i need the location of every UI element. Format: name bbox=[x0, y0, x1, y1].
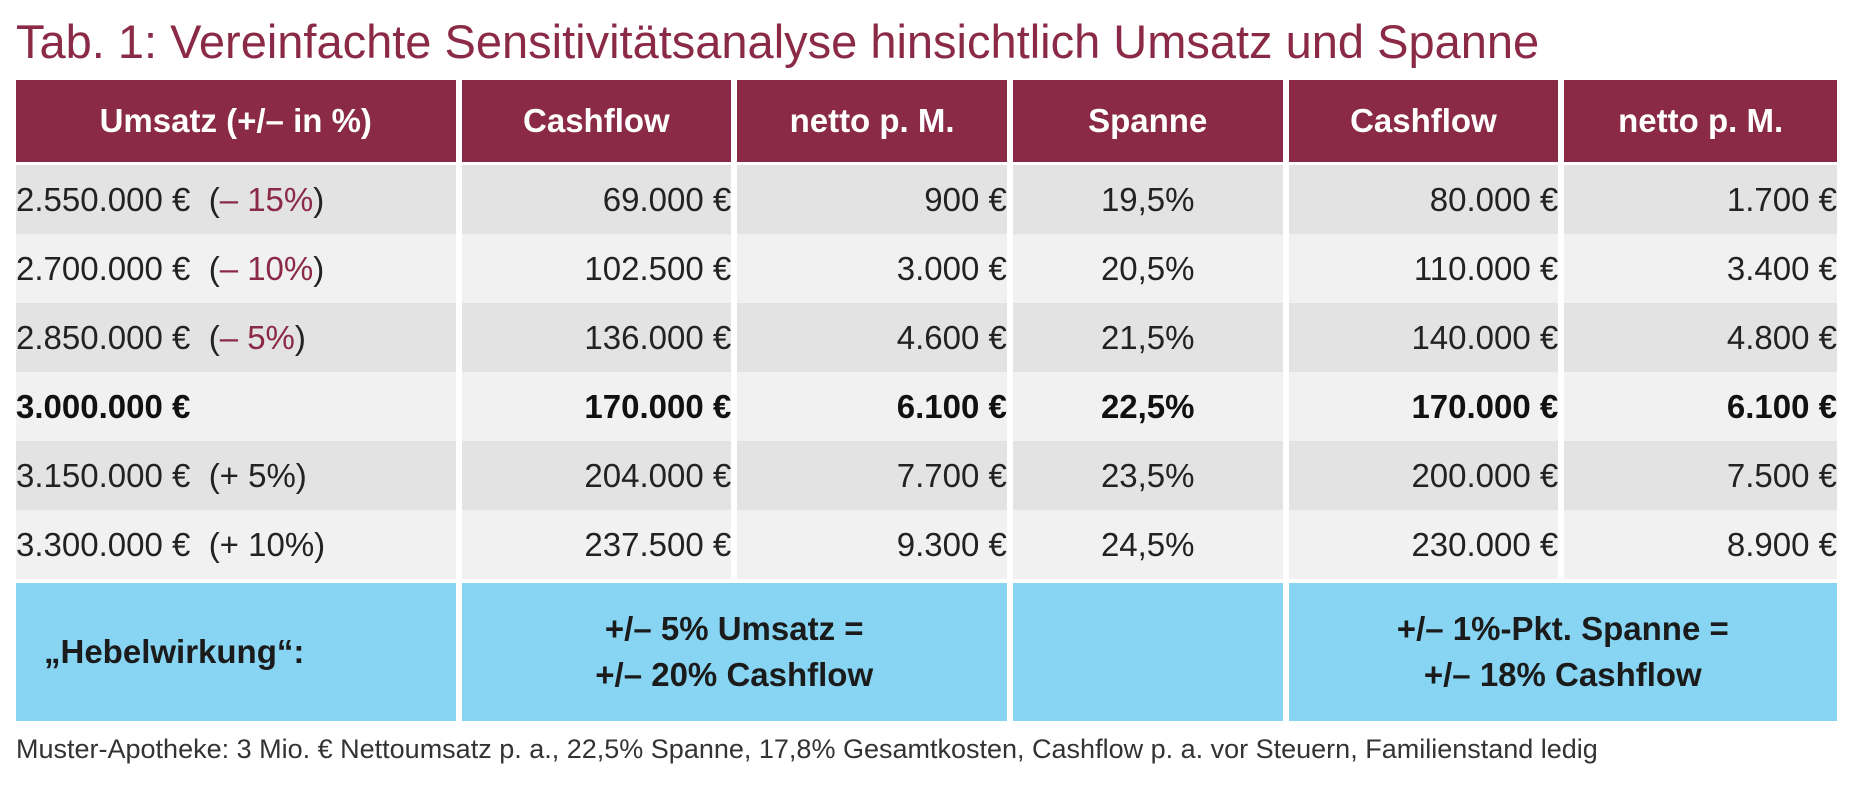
netto-spanne-cell: 6.100 € bbox=[1561, 372, 1837, 441]
spanne-cell: 22,5% bbox=[1009, 372, 1289, 441]
negative-change: – 10% bbox=[219, 249, 314, 287]
cashflow-spanne-cell: 230.000 € bbox=[1285, 510, 1565, 581]
header-cashflow-spanne: Cashflow bbox=[1285, 80, 1565, 165]
table-title: Tab. 1: Vereinfachte Sensitivitätsanalys… bbox=[16, 15, 1540, 68]
sensitivity-table: Umsatz (+/– in %) Cashflow netto p. M. S… bbox=[16, 80, 1837, 721]
netto-umsatz-cell: 3.000 € bbox=[734, 234, 1013, 303]
umsatz-change: (+ 5%) bbox=[208, 456, 307, 494]
netto-umsatz-cell: 4.600 € bbox=[734, 303, 1013, 372]
umsatz-cell: 2.700.000 € (– 10%) bbox=[16, 234, 462, 303]
netto-spanne-cell: 7.500 € bbox=[1561, 441, 1837, 510]
footnote: Muster-Apotheke: 3 Mio. € Nettoumsatz p.… bbox=[16, 734, 1598, 764]
cashflow-umsatz-cell: 237.500 € bbox=[458, 510, 738, 581]
umsatz-value: 3.150.000 € bbox=[16, 456, 191, 494]
cashflow-spanne-cell: 170.000 € bbox=[1285, 372, 1565, 441]
hebel-umsatz-line2: +/– 20% Cashflow bbox=[595, 656, 874, 693]
umsatz-value: 2.550.000 € bbox=[16, 180, 191, 218]
hebel-empty-cell bbox=[1009, 579, 1289, 721]
cashflow-spanne-cell: 200.000 € bbox=[1285, 441, 1565, 510]
umsatz-cell: 3.150.000 € (+ 5%) bbox=[16, 441, 462, 510]
hebel-spanne-cell: +/– 1%-Pkt. Spanne = +/– 18% Cashflow bbox=[1285, 579, 1837, 721]
umsatz-cell: 3.300.000 € (+ 10%) bbox=[16, 510, 462, 581]
umsatz-cell: 2.550.000 € (– 15%) bbox=[16, 163, 462, 234]
umsatz-value: 2.850.000 € bbox=[16, 318, 191, 356]
cashflow-spanne-cell: 110.000 € bbox=[1285, 234, 1565, 303]
hebelwirkung-row: „Hebelwirkung“: +/– 5% Umsatz = +/– 20% … bbox=[16, 579, 1837, 721]
umsatz-cell: 2.850.000 € (– 5%) bbox=[16, 303, 462, 372]
header-spanne: Spanne bbox=[1009, 80, 1289, 165]
table-row: 2.550.000 € (– 15%) 69.000 € 900 € 19,5%… bbox=[16, 163, 1837, 234]
table-row: 2.700.000 € (– 10%) 102.500 € 3.000 € 20… bbox=[16, 234, 1837, 303]
cashflow-umsatz-cell: 170.000 € bbox=[458, 372, 738, 441]
cashflow-umsatz-cell: 136.000 € bbox=[458, 303, 738, 372]
spanne-cell: 23,5% bbox=[1009, 441, 1289, 510]
header-netto-spanne: netto p. M. bbox=[1561, 80, 1837, 165]
umsatz-value: 3.000.000 € bbox=[16, 387, 191, 425]
hebel-umsatz-cell: +/– 5% Umsatz = +/– 20% Cashflow bbox=[458, 579, 1013, 721]
cashflow-umsatz-cell: 102.500 € bbox=[458, 234, 738, 303]
hebel-umsatz-line1: +/– 5% Umsatz = bbox=[604, 610, 864, 647]
table-row-base: 3.000.000 € 170.000 € 6.100 € 22,5% 170.… bbox=[16, 372, 1837, 441]
hebelwirkung-label: „Hebelwirkung“: bbox=[16, 579, 462, 721]
netto-spanne-cell: 4.800 € bbox=[1561, 303, 1837, 372]
netto-spanne-cell: 3.400 € bbox=[1561, 234, 1837, 303]
umsatz-cell: 3.000.000 € bbox=[16, 372, 462, 441]
header-row: Umsatz (+/– in %) Cashflow netto p. M. S… bbox=[16, 80, 1837, 165]
netto-spanne-cell: 1.700 € bbox=[1561, 163, 1837, 234]
netto-umsatz-cell: 9.300 € bbox=[734, 510, 1013, 581]
cashflow-umsatz-cell: 204.000 € bbox=[458, 441, 738, 510]
umsatz-change: (+ 10%) bbox=[208, 525, 326, 563]
header-cashflow-umsatz: Cashflow bbox=[458, 80, 738, 165]
spanne-cell: 24,5% bbox=[1009, 510, 1289, 581]
spanne-cell: 20,5% bbox=[1009, 234, 1289, 303]
umsatz-change: (– 10%) bbox=[208, 249, 325, 287]
table-row: 2.850.000 € (– 5%) 136.000 € 4.600 € 21,… bbox=[16, 303, 1837, 372]
table-row: 3.150.000 € (+ 5%) 204.000 € 7.700 € 23,… bbox=[16, 441, 1837, 510]
umsatz-value: 3.300.000 € bbox=[16, 525, 191, 563]
header-umsatz: Umsatz (+/– in %) bbox=[16, 80, 462, 165]
umsatz-change: (– 5%) bbox=[208, 318, 306, 356]
netto-umsatz-cell: 6.100 € bbox=[734, 372, 1013, 441]
netto-umsatz-cell: 900 € bbox=[734, 163, 1013, 234]
cashflow-spanne-cell: 80.000 € bbox=[1285, 163, 1565, 234]
umsatz-value: 2.700.000 € bbox=[16, 249, 191, 287]
negative-change: – 5% bbox=[219, 318, 295, 356]
negative-change: – 15% bbox=[219, 180, 314, 218]
hebel-spanne-line2: +/– 18% Cashflow bbox=[1423, 656, 1702, 693]
spanne-cell: 19,5% bbox=[1009, 163, 1289, 234]
hebel-spanne-line1: +/– 1%-Pkt. Spanne = bbox=[1396, 610, 1729, 647]
netto-spanne-cell: 8.900 € bbox=[1561, 510, 1837, 581]
table-row: 3.300.000 € (+ 10%) 237.500 € 9.300 € 24… bbox=[16, 510, 1837, 581]
header-netto-umsatz: netto p. M. bbox=[734, 80, 1013, 165]
netto-umsatz-cell: 7.700 € bbox=[734, 441, 1013, 510]
cashflow-umsatz-cell: 69.000 € bbox=[458, 163, 738, 234]
cashflow-spanne-cell: 140.000 € bbox=[1285, 303, 1565, 372]
spanne-cell: 21,5% bbox=[1009, 303, 1289, 372]
umsatz-change: (– 15%) bbox=[208, 180, 325, 218]
